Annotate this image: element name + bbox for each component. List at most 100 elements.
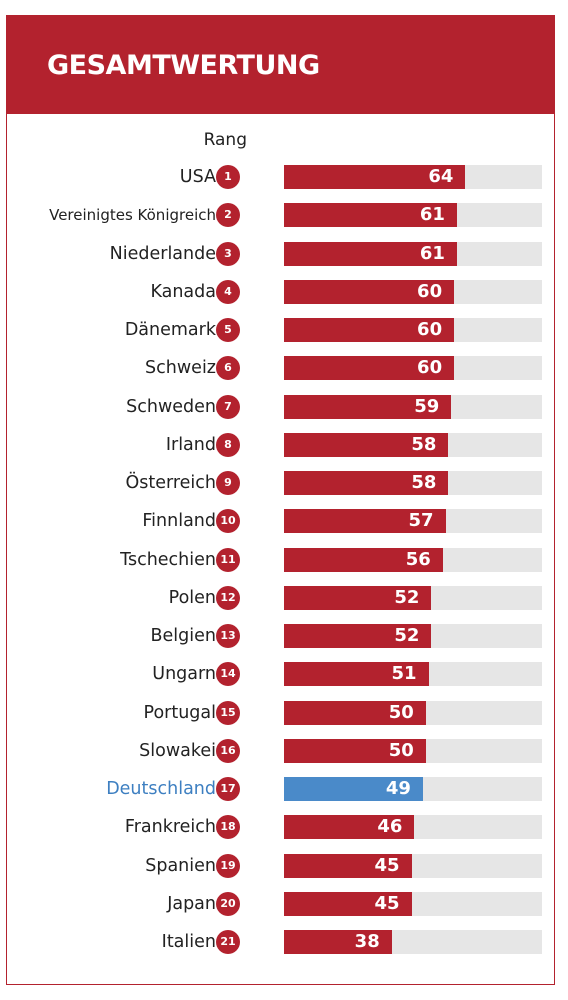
country-label: Schweden (126, 396, 216, 417)
rank-badge: 19 (216, 853, 240, 878)
bar: 61 (284, 203, 457, 228)
rank-badge: 9 (216, 471, 240, 495)
bar-value-label: 51 (391, 663, 417, 685)
rank-badge: 11 (216, 547, 240, 572)
rank-badge: 8 (216, 432, 240, 457)
bar-track: 52 (284, 585, 542, 610)
bar-value-label: 50 (388, 739, 414, 761)
bar-track: 61 (284, 203, 542, 228)
rank-badge: 5 (216, 318, 240, 342)
bar-track: 60 (284, 318, 542, 342)
bar-row: Schweden 7 59 (7, 394, 556, 419)
bar-track: 60 (284, 279, 542, 304)
bar-track: 38 (284, 930, 542, 954)
bar-value-label: 60 (417, 280, 443, 302)
bar-value-label: 56 (405, 548, 431, 570)
chart-frame: GESAMTWERTUNG Rang USA 1 64 Vereinigtes Kön… (6, 15, 555, 985)
bar-track: 51 (284, 662, 542, 687)
country-label: Deutschland (106, 779, 216, 799)
country-label: Spanien (145, 855, 216, 876)
bar-track: 52 (284, 624, 542, 648)
bar-track: 49 (284, 777, 542, 801)
bar: 60 (284, 356, 455, 381)
bar: 64 (284, 165, 466, 189)
country-label: Vereinigtes Königreich (49, 206, 216, 225)
bar-value-label: 45 (374, 854, 400, 876)
bar-track: 60 (284, 356, 542, 381)
country-label: Slowakei (139, 740, 216, 761)
bar-value-label: 60 (417, 357, 443, 379)
rank-badge: 15 (216, 700, 240, 725)
bar-value-label: 57 (408, 510, 434, 532)
bar-value-label: 50 (388, 701, 414, 723)
rank-badge: 4 (216, 279, 240, 304)
rank-badge: 10 (216, 509, 240, 534)
country-label: Portugal (143, 702, 216, 723)
bar-row: Frankreich 18 46 (7, 815, 556, 840)
bar-value-label: 49 (385, 778, 411, 799)
rank-badge: 7 (216, 394, 240, 419)
bar: 50 (284, 700, 426, 725)
bar: 52 (284, 624, 432, 648)
bar: 46 (284, 815, 415, 840)
bar-row: USA 1 64 (7, 165, 556, 189)
bar-track: 45 (284, 891, 542, 916)
bar-track: 57 (284, 509, 542, 534)
chart-title: GESAMTWERTUNG (47, 50, 320, 81)
country-label: Finnland (142, 511, 216, 532)
bar-value-label: 64 (428, 166, 454, 187)
bar: 59 (284, 394, 452, 419)
bar-value-label: 59 (414, 395, 440, 417)
bar-row: Tschechien 11 56 (7, 547, 556, 572)
country-label: Japan (167, 893, 216, 914)
rank-badge: 2 (216, 203, 240, 228)
country-label: Belgien (150, 626, 216, 646)
bar-value-label: 61 (419, 242, 445, 264)
bar-row: Irland 8 58 (7, 432, 556, 457)
bar: 38 (284, 930, 392, 954)
bar-value-label: 52 (394, 586, 420, 608)
bar: 45 (284, 853, 412, 878)
bar: 56 (284, 547, 443, 572)
rank-badge: 12 (216, 585, 240, 610)
country-label: USA (179, 167, 216, 187)
bar-track: 50 (284, 738, 542, 763)
bar-track: 64 (284, 165, 542, 189)
country-label: Ungarn (152, 664, 216, 685)
bar: 49 (284, 777, 423, 801)
bar-row: Österreich 9 58 (7, 471, 556, 495)
rank-badge: 6 (216, 356, 240, 381)
bar-value-label: 58 (411, 433, 437, 455)
rank-badge: 1 (216, 165, 240, 189)
bar-row: Italien 21 38 (7, 930, 556, 954)
bar-row: Belgien 13 52 (7, 624, 556, 648)
country-label: Kanada (150, 281, 216, 302)
bar-track: 59 (284, 394, 542, 419)
rank-badge: 14 (216, 662, 240, 687)
bar: 58 (284, 471, 449, 495)
bar-value-label: 60 (417, 319, 443, 340)
country-label: Frankreich (124, 817, 216, 838)
bar-row: Vereinigtes Königreich 2 61 (7, 203, 556, 228)
bar: 50 (284, 738, 426, 763)
country-label: Irland (165, 434, 216, 455)
bar: 45 (284, 891, 412, 916)
bar-row: Kanada 4 60 (7, 279, 556, 304)
rank-badge: 17 (216, 777, 240, 801)
bar-track: 46 (284, 815, 542, 840)
bar-value-label: 58 (411, 472, 437, 493)
rank-column-label: Rang (203, 130, 247, 150)
bar-value-label: 38 (354, 931, 380, 952)
country-label: Österreich (125, 473, 216, 493)
bar: 60 (284, 279, 455, 304)
bar: 57 (284, 509, 446, 534)
bar-track: 58 (284, 432, 542, 457)
country-label: Tschechien (120, 549, 216, 570)
bar-value-label: 52 (394, 625, 420, 646)
bar: 61 (284, 241, 457, 266)
bar-track: 56 (284, 547, 542, 572)
rank-badge: 3 (216, 241, 240, 266)
rank-badge: 13 (216, 624, 240, 648)
bar-row: Deutschland 17 49 (7, 777, 556, 801)
bar-value-label: 61 (419, 204, 445, 226)
